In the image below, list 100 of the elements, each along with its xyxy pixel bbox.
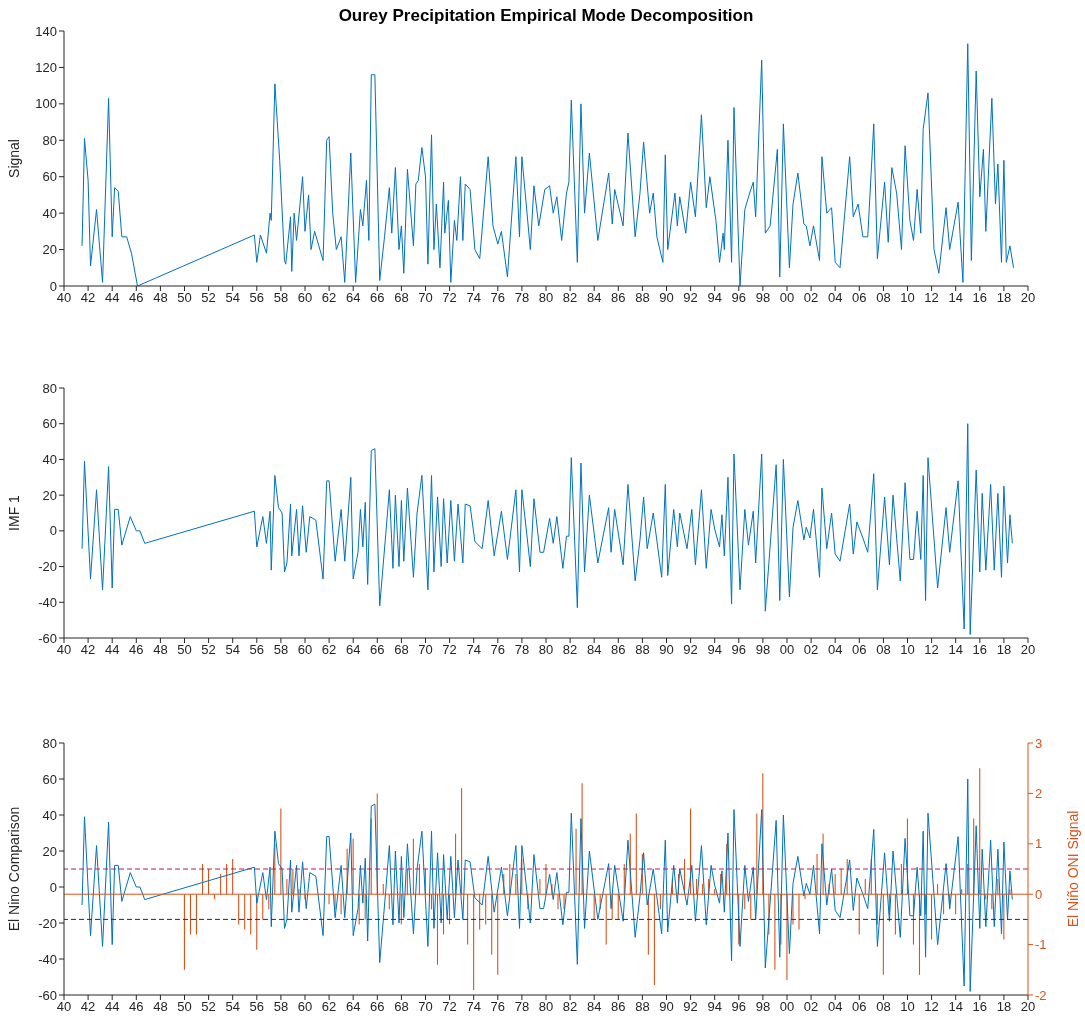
x-tick-label: 60 [297,999,313,1015]
y2-tick-label: -1 [1035,937,1047,953]
x-tick-label: 64 [345,290,361,306]
x-tick-label: 74 [466,999,481,1015]
x-tick-label: 82 [562,290,578,306]
x-tick-label: 94 [707,290,722,306]
x-tick-label: 04 [827,642,843,658]
x-tick-label: 46 [129,999,144,1015]
x-tick-label: 10 [900,642,915,658]
x-tick-label: 74 [466,642,481,658]
x-tick-label: 52 [201,999,216,1015]
x-tick-label: 78 [514,642,530,658]
x-tick-label: 96 [731,290,747,306]
x-tick-label: 42 [80,290,96,306]
x-tick-label: 92 [683,642,698,658]
x-tick-label: 68 [394,642,409,658]
y-tick-label: -40 [38,951,57,967]
y-tick-label: 80 [42,132,57,148]
x-tick-label: 54 [225,642,240,658]
x-tick-label: 04 [827,290,843,306]
x-tick-label: 56 [249,642,265,658]
y-tick-label: 20 [42,843,57,859]
x-tick-label: 86 [611,999,626,1015]
y-tick-label: -20 [38,559,57,575]
y-tick-label: 80 [42,735,57,751]
x-tick-label: 64 [345,999,361,1015]
y2-tick-label: 1 [1035,836,1043,852]
x-tick-label: 10 [900,290,915,306]
x-tick-label: 58 [273,999,289,1015]
x-tick-label: 72 [442,290,457,306]
x-tick-label: 88 [635,642,650,658]
x-tick-label: 64 [345,642,361,658]
x-tick-label: 52 [201,290,216,306]
x-tick-label: 20 [1020,290,1036,306]
x-tick-label: 52 [201,642,216,658]
x-tick-label: 82 [562,642,578,658]
x-tick-label: 50 [177,999,192,1015]
x-tick-label: 48 [153,290,168,306]
x-tick-label: 16 [972,999,988,1015]
x-tick-label: 74 [466,290,481,306]
x-tick-label: 62 [321,290,337,306]
y-tick-label: 140 [35,23,57,39]
x-tick-label: 12 [924,642,939,658]
y-tick-label: 80 [42,380,57,396]
x-tick-label: 06 [852,642,867,658]
x-tick-label: 76 [490,642,506,658]
x-tick-label: 90 [659,642,674,658]
x-tick-label: 68 [394,290,409,306]
y-tick-label: 40 [42,205,57,221]
x-tick-label: 96 [731,999,747,1015]
x-tick-label: 08 [876,999,891,1015]
x-tick-label: 18 [996,999,1012,1015]
x-tick-label: 56 [249,999,265,1015]
x-tick-label: 60 [297,642,313,658]
x-tick-label: 18 [996,290,1012,306]
chart-title: Ourey Precipitation Empirical Mode Decomposition [337,6,755,26]
x-tick-label: 84 [586,290,602,306]
y2-tick-label: -2 [1035,987,1047,1003]
x-tick-label: 02 [803,642,819,658]
x-tick-label: 66 [370,642,385,658]
x-tick-label: 46 [129,290,144,306]
x-tick-label: 12 [924,290,939,306]
y-axis-title: Signal [5,139,22,178]
x-tick-label: 76 [490,290,506,306]
x-tick-label: 58 [273,290,289,306]
x-tick-label: 70 [418,642,433,658]
y-tick-label: 100 [35,96,57,112]
x-tick-label: 98 [755,999,771,1015]
x-tick-label: 14 [948,999,963,1015]
x-tick-label: 86 [611,642,626,658]
y-tick-label: -20 [38,915,57,931]
x-tick-label: 80 [538,999,554,1015]
x-tick-label: 00 [779,642,795,658]
x-tick-label: 42 [80,642,96,658]
x-tick-label: 60 [297,290,313,306]
x-tick-label: 14 [948,290,963,306]
x-tick-label: 84 [586,999,602,1015]
x-tick-label: 54 [225,999,240,1015]
x-tick-label: 44 [104,642,120,658]
y-tick-label: 60 [42,771,57,787]
y-tick-label: -60 [38,987,57,1003]
y-axis-title: IMF 1 [5,494,22,531]
x-tick-label: 10 [900,999,915,1015]
y-tick-label: 40 [42,807,57,823]
x-tick-label: 48 [153,642,168,658]
x-tick-label: 20 [1020,999,1036,1015]
x-tick-label: 66 [370,999,385,1015]
x-tick-label: 46 [129,642,144,658]
y-tick-label: -60 [38,630,57,646]
x-tick-label: 00 [779,290,795,306]
x-tick-label: 72 [442,642,457,658]
x-tick-label: 66 [370,290,385,306]
y-axis-title: El Nino Comparison [5,806,22,932]
y2-axis-title: El Niño ONI Signal [1064,810,1081,928]
y-tick-label: 0 [49,278,57,294]
y-tick-label: 40 [42,452,57,468]
x-tick-label: 88 [635,290,650,306]
x-tick-label: 16 [972,642,988,658]
x-tick-label: 50 [177,290,192,306]
x-tick-label: 84 [586,642,602,658]
